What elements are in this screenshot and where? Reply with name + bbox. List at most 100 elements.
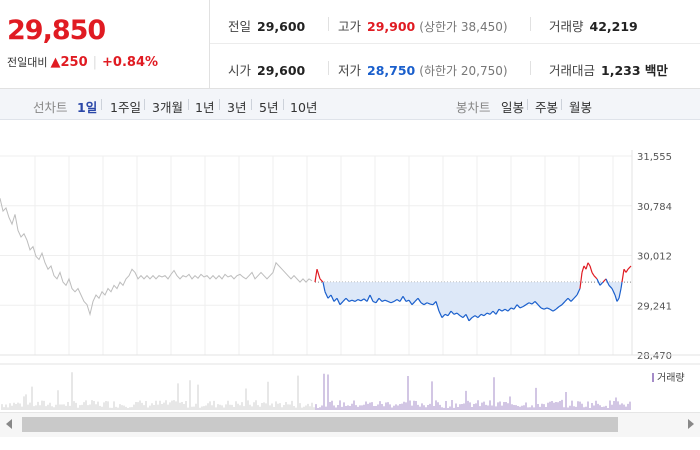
price-change: 전일대비 ▲250 | +0.84% xyxy=(7,55,159,70)
series-today-segment xyxy=(465,314,470,322)
series-today-segment xyxy=(339,301,344,306)
series-today-segment xyxy=(513,304,518,310)
stat-prev-close: 전일 29,600 xyxy=(228,19,306,34)
series-today-segment xyxy=(429,303,434,306)
series-today-segment xyxy=(327,294,332,299)
series-today-segment xyxy=(316,269,321,280)
series-today-segment xyxy=(522,304,527,308)
series-today-segment xyxy=(587,262,591,267)
series-today-segment xyxy=(384,299,389,303)
price-chart: 31,555 30,784 30,012 29,241 28,470 거래량 xyxy=(0,150,700,410)
series-today-segment xyxy=(345,297,350,302)
series-today-segment xyxy=(507,307,512,312)
series-today-segment xyxy=(319,278,324,283)
scroll-left-icon[interactable] xyxy=(6,419,12,429)
series-today-segment xyxy=(561,301,566,306)
series-today-segment xyxy=(576,288,581,296)
series-today-segment xyxy=(549,308,554,312)
series-today-segment xyxy=(342,297,347,302)
series-today-segment xyxy=(552,308,557,312)
series-today-segment xyxy=(330,294,335,302)
scroll-thumb[interactable] xyxy=(22,417,618,432)
series-today-segment xyxy=(354,299,359,302)
series-today-segment xyxy=(480,313,485,317)
series-today-segment xyxy=(596,278,601,286)
candle-chart-caption: 봉차트 xyxy=(456,100,491,115)
series-today-segment xyxy=(498,308,503,312)
stat-volume: 거래량 42,219 xyxy=(549,19,638,34)
series-today-segment xyxy=(405,299,410,303)
series-today-segment xyxy=(531,301,536,305)
series-today-segment xyxy=(420,302,425,306)
series-today-segment xyxy=(477,313,482,318)
stat-amount: 거래대금 1,233 백만 xyxy=(549,63,668,78)
period-3m[interactable]: 3개월 xyxy=(152,100,183,115)
series-today-segment xyxy=(459,315,464,319)
candle-monthly[interactable]: 월봉 xyxy=(569,100,593,115)
series-today-segment xyxy=(471,315,476,319)
candle-daily[interactable]: 일봉 xyxy=(501,100,525,115)
series-today-segment xyxy=(426,302,431,305)
candle-weekly[interactable]: 주봉 xyxy=(535,100,559,115)
series-today-segment xyxy=(611,288,616,296)
series-today-segment xyxy=(324,291,329,299)
series-today-segment xyxy=(614,294,618,302)
series-today-segment xyxy=(570,297,575,302)
series-today-segment xyxy=(489,310,494,315)
series-today-segment xyxy=(510,307,515,310)
y-tick-label: 29,241 xyxy=(637,301,672,312)
series-today-segment xyxy=(534,301,539,306)
chart-scrollbar[interactable] xyxy=(0,412,700,437)
series-today-segment xyxy=(528,302,533,305)
series-today-segment xyxy=(555,306,560,310)
period-3y[interactable]: 3년 xyxy=(227,100,247,115)
series-today-segment xyxy=(593,275,598,280)
period-5y[interactable]: 5년 xyxy=(259,100,279,115)
series-today-segment xyxy=(399,295,404,302)
period-1y[interactable]: 1년 xyxy=(195,100,215,115)
up-arrow-icon: ▲ xyxy=(50,55,61,70)
series-today-segment xyxy=(432,301,437,306)
series-today-segment xyxy=(322,281,326,292)
series-today-segment xyxy=(402,295,407,302)
below-reference-area xyxy=(315,282,631,321)
series-today-segment xyxy=(423,302,428,306)
series-today-segment xyxy=(620,282,623,289)
period-10y[interactable]: 10년 xyxy=(290,100,318,115)
series-today-segment xyxy=(369,294,374,302)
series-today-segment xyxy=(540,307,545,310)
series-today-segment xyxy=(605,278,610,286)
series-today-segment xyxy=(621,269,625,283)
series-today-segment xyxy=(567,297,572,302)
series-today-segment xyxy=(390,300,395,304)
series-today-segment xyxy=(516,304,521,309)
scroll-right-icon[interactable] xyxy=(688,419,694,429)
series-today-segment xyxy=(375,297,380,304)
series-today-segment xyxy=(372,300,377,304)
series-today-segment xyxy=(456,312,461,317)
stat-open: 시가 29,600 xyxy=(228,63,306,78)
series-today-segment xyxy=(627,265,632,270)
series-today-segment xyxy=(474,315,479,319)
period-1d[interactable]: 1일 xyxy=(77,100,98,115)
series-today-segment xyxy=(495,308,500,315)
series-today-segment xyxy=(579,272,583,289)
y-tick-label: 28,470 xyxy=(637,351,672,362)
series-today-segment xyxy=(589,265,593,273)
series-today-segment xyxy=(360,298,365,302)
series-today-segment xyxy=(573,294,578,299)
change-label: 전일대비 xyxy=(7,56,48,69)
series-today-segment xyxy=(450,310,455,315)
series-today-segment xyxy=(348,299,353,303)
change-value: 250 xyxy=(60,55,88,70)
series-today-segment xyxy=(618,288,622,299)
series-today-segment xyxy=(608,284,613,289)
series-today-segment xyxy=(602,278,607,283)
series-today-segment xyxy=(411,301,416,306)
period-1w[interactable]: 1주일 xyxy=(110,100,141,115)
change-percent: +0.84% xyxy=(102,55,159,70)
series-today-segment xyxy=(393,299,398,302)
series-today-segment xyxy=(417,297,422,304)
series-today-segment xyxy=(462,313,467,318)
y-tick-label: 30,784 xyxy=(637,202,672,213)
